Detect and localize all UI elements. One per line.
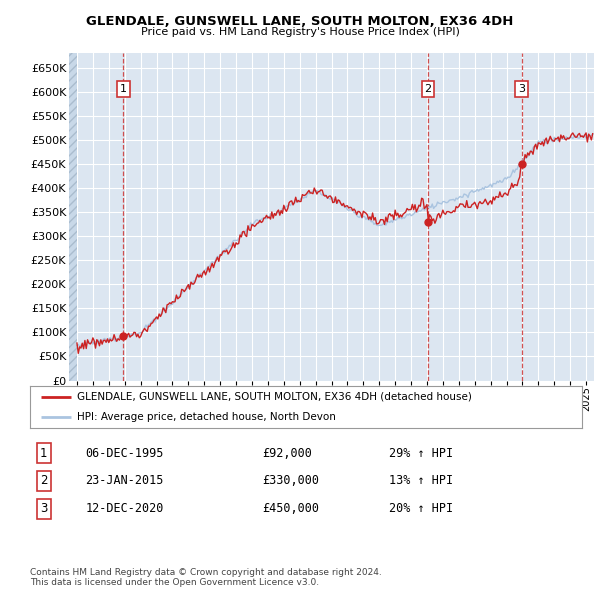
Text: 12-DEC-2020: 12-DEC-2020 (85, 502, 164, 515)
Text: 23-JAN-2015: 23-JAN-2015 (85, 474, 164, 487)
Text: GLENDALE, GUNSWELL LANE, SOUTH MOLTON, EX36 4DH (detached house): GLENDALE, GUNSWELL LANE, SOUTH MOLTON, E… (77, 392, 472, 402)
Text: £450,000: £450,000 (262, 502, 319, 515)
Text: 2: 2 (40, 474, 47, 487)
Text: 20% ↑ HPI: 20% ↑ HPI (389, 502, 453, 515)
Text: HPI: Average price, detached house, North Devon: HPI: Average price, detached house, Nort… (77, 412, 336, 422)
Text: 29% ↑ HPI: 29% ↑ HPI (389, 447, 453, 460)
Text: 3: 3 (518, 84, 525, 94)
Text: £92,000: £92,000 (262, 447, 312, 460)
Text: Contains HM Land Registry data © Crown copyright and database right 2024.
This d: Contains HM Land Registry data © Crown c… (30, 568, 382, 587)
Text: 1: 1 (40, 447, 47, 460)
Text: 1: 1 (120, 84, 127, 94)
Text: 13% ↑ HPI: 13% ↑ HPI (389, 474, 453, 487)
Text: 3: 3 (40, 502, 47, 515)
Text: Price paid vs. HM Land Registry's House Price Index (HPI): Price paid vs. HM Land Registry's House … (140, 27, 460, 37)
Text: 06-DEC-1995: 06-DEC-1995 (85, 447, 164, 460)
Text: £330,000: £330,000 (262, 474, 319, 487)
Text: GLENDALE, GUNSWELL LANE, SOUTH MOLTON, EX36 4DH: GLENDALE, GUNSWELL LANE, SOUTH MOLTON, E… (86, 15, 514, 28)
Bar (69, 53, 77, 381)
Text: 2: 2 (424, 84, 431, 94)
